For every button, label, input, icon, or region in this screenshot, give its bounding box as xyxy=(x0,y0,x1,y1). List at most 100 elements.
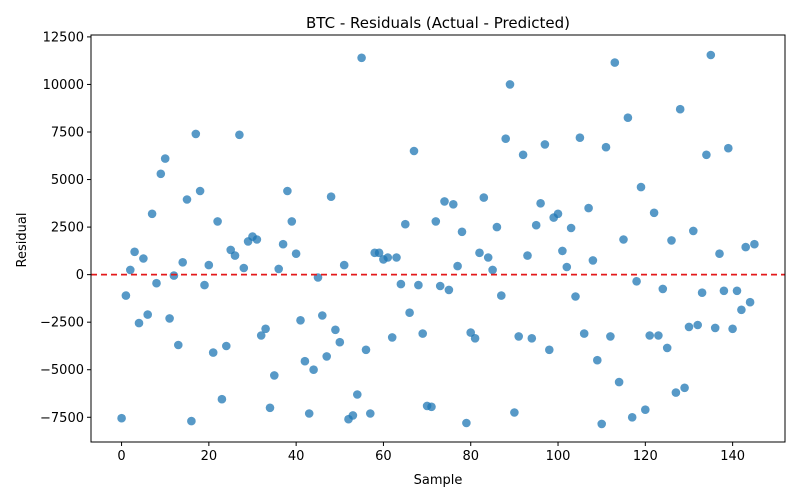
data-point xyxy=(483,253,493,262)
data-point xyxy=(322,352,332,361)
data-point xyxy=(593,355,602,365)
data-point xyxy=(409,146,419,156)
y-tick-label: 10000 xyxy=(43,78,84,93)
data-point xyxy=(300,356,310,366)
x-tick-label: 100 xyxy=(546,449,571,464)
data-point xyxy=(357,53,366,63)
data-point xyxy=(475,248,484,258)
data-point xyxy=(374,248,384,258)
data-point xyxy=(732,286,742,296)
data-point xyxy=(449,200,458,209)
data-point xyxy=(545,345,554,355)
data-point xyxy=(291,249,301,258)
x-tick-label: 20 xyxy=(201,449,218,464)
y-tick-label: 0 xyxy=(76,268,84,283)
data-point xyxy=(479,193,489,202)
data-point xyxy=(671,388,681,397)
chart-title: BTC - Residuals (Actual - Predicted) xyxy=(306,14,570,32)
data-point xyxy=(405,308,414,318)
data-point xyxy=(121,291,131,300)
data-point xyxy=(278,239,288,249)
data-point xyxy=(274,264,284,274)
data-point xyxy=(627,413,637,422)
data-point xyxy=(579,329,589,338)
data-point xyxy=(147,209,157,219)
data-point xyxy=(680,383,689,393)
data-point xyxy=(684,322,694,332)
data-point xyxy=(191,129,201,139)
data-point xyxy=(584,203,593,213)
data-point xyxy=(165,314,174,323)
data-point xyxy=(256,331,266,340)
data-point xyxy=(261,324,270,334)
data-point xyxy=(662,343,672,353)
data-point xyxy=(706,50,716,60)
data-point xyxy=(213,217,222,226)
data-point xyxy=(348,411,358,420)
data-point xyxy=(156,169,166,179)
data-point xyxy=(571,292,580,301)
data-point xyxy=(283,186,292,196)
data-point xyxy=(658,284,668,294)
data-point xyxy=(335,337,345,347)
y-tick-label: −7500 xyxy=(40,411,84,426)
data-point xyxy=(566,223,576,233)
data-point xyxy=(392,253,401,262)
x-tick-label: 40 xyxy=(288,449,305,464)
data-point xyxy=(606,332,615,341)
x-tick-label: 120 xyxy=(633,449,658,464)
data-point xyxy=(497,291,506,300)
plot-area-frame xyxy=(90,34,786,443)
data-point xyxy=(143,310,152,319)
data-point xyxy=(130,247,139,257)
data-point xyxy=(414,280,423,290)
data-point xyxy=(702,150,711,160)
data-point xyxy=(649,208,659,218)
data-point xyxy=(222,341,231,351)
data-point xyxy=(750,239,759,249)
x-axis: 0 20 40 60 80 100 120 140 xyxy=(117,442,745,464)
data-point xyxy=(431,217,441,226)
data-point xyxy=(623,113,633,122)
x-tick-label: 140 xyxy=(720,449,745,464)
data-point xyxy=(588,256,598,265)
data-point xyxy=(208,348,218,357)
data-point xyxy=(187,416,196,426)
data-point xyxy=(361,345,371,355)
data-point xyxy=(270,371,279,380)
data-point xyxy=(697,288,707,298)
data-point xyxy=(601,142,611,152)
data-point xyxy=(724,143,733,153)
data-point xyxy=(396,279,406,289)
x-tick-label: 0 xyxy=(117,449,125,464)
y-tick-label: −5000 xyxy=(40,363,84,378)
x-axis-title: Sample xyxy=(414,473,463,488)
data-point xyxy=(636,182,646,192)
data-point xyxy=(675,104,685,114)
data-points-layer xyxy=(117,50,759,429)
data-point xyxy=(126,265,135,275)
data-point xyxy=(610,58,620,67)
data-point xyxy=(353,390,362,399)
data-point xyxy=(195,186,205,196)
data-point xyxy=(182,195,192,204)
data-point xyxy=(741,242,750,252)
data-point xyxy=(178,258,187,267)
data-point xyxy=(562,262,572,272)
data-point xyxy=(265,403,275,413)
data-point xyxy=(309,365,318,375)
data-point xyxy=(632,277,641,286)
data-point xyxy=(693,320,702,330)
data-point xyxy=(641,405,650,415)
data-point xyxy=(435,281,445,291)
data-point xyxy=(326,192,336,201)
data-point xyxy=(239,263,249,273)
data-point xyxy=(510,408,519,417)
data-point xyxy=(575,133,585,142)
data-point xyxy=(553,209,563,219)
data-point xyxy=(139,254,148,263)
data-point xyxy=(152,278,161,288)
data-point xyxy=(235,130,244,140)
data-point xyxy=(728,324,737,334)
